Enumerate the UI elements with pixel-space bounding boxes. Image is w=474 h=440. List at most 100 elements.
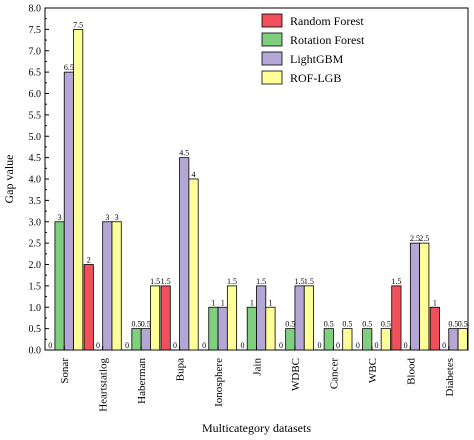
x-tick-label: Blood [405,358,417,385]
data-label: 0 [279,341,283,350]
y-axis: 0.0 0.5 1.0 1.5 2.0 2.5 3.0 3.5 4.0 4.5 5.0 5.5 6.0 6… [29,4,49,357]
bar [457,328,468,351]
data-label: 0 [125,341,129,350]
data-label: 0 [96,341,100,350]
x-tick-label: Sonar [59,358,71,384]
data-label: 1.5 [391,277,401,286]
y-tick-label: 7.5 [29,25,42,36]
data-label: 0 [317,341,321,350]
bar [188,178,199,351]
bar [409,242,421,351]
data-label: 1.5 [304,277,314,286]
bar [294,285,305,351]
data-label: 3 [58,213,62,222]
y-tick-label: 0.5 [29,324,42,335]
y-tick-label: 6.0 [29,89,42,100]
data-label: 0.5 [342,320,352,329]
data-label: 0 [336,341,340,350]
bar [285,328,296,351]
y-tick-label: 1.0 [29,303,42,314]
data-label: 4.5 [179,149,189,158]
data-label: 1 [433,298,437,307]
data-label: 2 [87,256,91,265]
x-tick-label: WBC [367,358,379,383]
data-label: 0 [404,341,408,350]
y-tick-label: 3.0 [29,217,42,228]
bar [342,328,353,351]
x-tick-label: Cancer [328,358,340,389]
bar [303,285,314,351]
data-label: 2.5 [419,234,429,243]
bar [208,306,219,351]
bar [102,221,113,351]
data-label: 7.5 [73,20,83,29]
data-label: 3 [115,213,119,222]
data-label: 3 [105,213,109,222]
data-label: 0 [442,341,446,350]
x-tick-label: Bupa [175,358,187,381]
bar [419,242,430,351]
legend-swatch [261,51,283,66]
x-axis: Sonar Heartstatlog Haberman Bupa Ionosphere J… [59,346,456,412]
legend-label: Rotation Forest [290,33,365,47]
bar [429,306,440,351]
bar [265,306,276,351]
bar [160,285,171,351]
data-label: 0 [356,341,360,350]
y-tick-label: 4.0 [29,175,42,186]
x-tick-label: Haberman [136,358,148,404]
bar [179,157,190,351]
bar [217,306,228,351]
data-label: 0.5 [448,320,458,329]
data-label: 1 [221,298,225,307]
legend-swatch [261,13,283,28]
bar [111,221,122,351]
data-label: 0 [241,341,245,350]
bar [362,328,373,351]
y-tick-label: 5.0 [29,132,42,143]
data-label: 0 [48,341,52,350]
legend: Random Forest Rotation Forest LightGBM ROF-… [261,13,365,85]
bar [323,328,334,351]
bar [131,328,142,351]
y-tick-label: 8.0 [29,4,42,15]
bar [73,28,84,351]
data-label: 0 [375,341,379,350]
bar [150,285,161,351]
data-label: 1.5 [256,277,266,286]
data-label: 0.5 [324,320,334,329]
y-tick-label: 5.5 [29,110,42,121]
x-tick-label: Jain [252,358,264,376]
x-tick-label: Diabetes [444,358,456,396]
data-label: 0 [173,341,177,350]
y-tick-label: 6.5 [29,68,42,79]
data-label: 0.5 [131,320,141,329]
y-tick-label: 2.5 [29,239,42,250]
legend-label: LightGBM [290,52,344,66]
data-label: 1.5 [295,277,305,286]
data-label: 1 [250,298,254,307]
y-tick-label: 3.5 [29,196,42,207]
data-label: 4 [192,170,196,179]
x-tick-label: Heartstatlog [98,358,110,412]
legend-label: ROF-LGB [290,71,341,85]
bar [83,264,94,351]
y-tick-label: 2.0 [29,260,42,271]
bar [226,285,238,351]
y-tick-label: 1.5 [29,281,42,292]
data-label: 0.5 [381,320,391,329]
bar [246,306,257,351]
bar [448,328,459,351]
legend-label: Random Forest [290,14,364,28]
data-label: 0.5 [285,320,295,329]
bar [391,285,402,351]
data-label: 1.5 [161,277,171,286]
data-label: 6.5 [64,63,74,72]
data-label: 1 [211,298,215,307]
bar [380,328,391,351]
data-label: 1.5 [227,277,237,286]
data-label: 0.5 [362,320,372,329]
data-label: 0.5 [458,320,468,329]
